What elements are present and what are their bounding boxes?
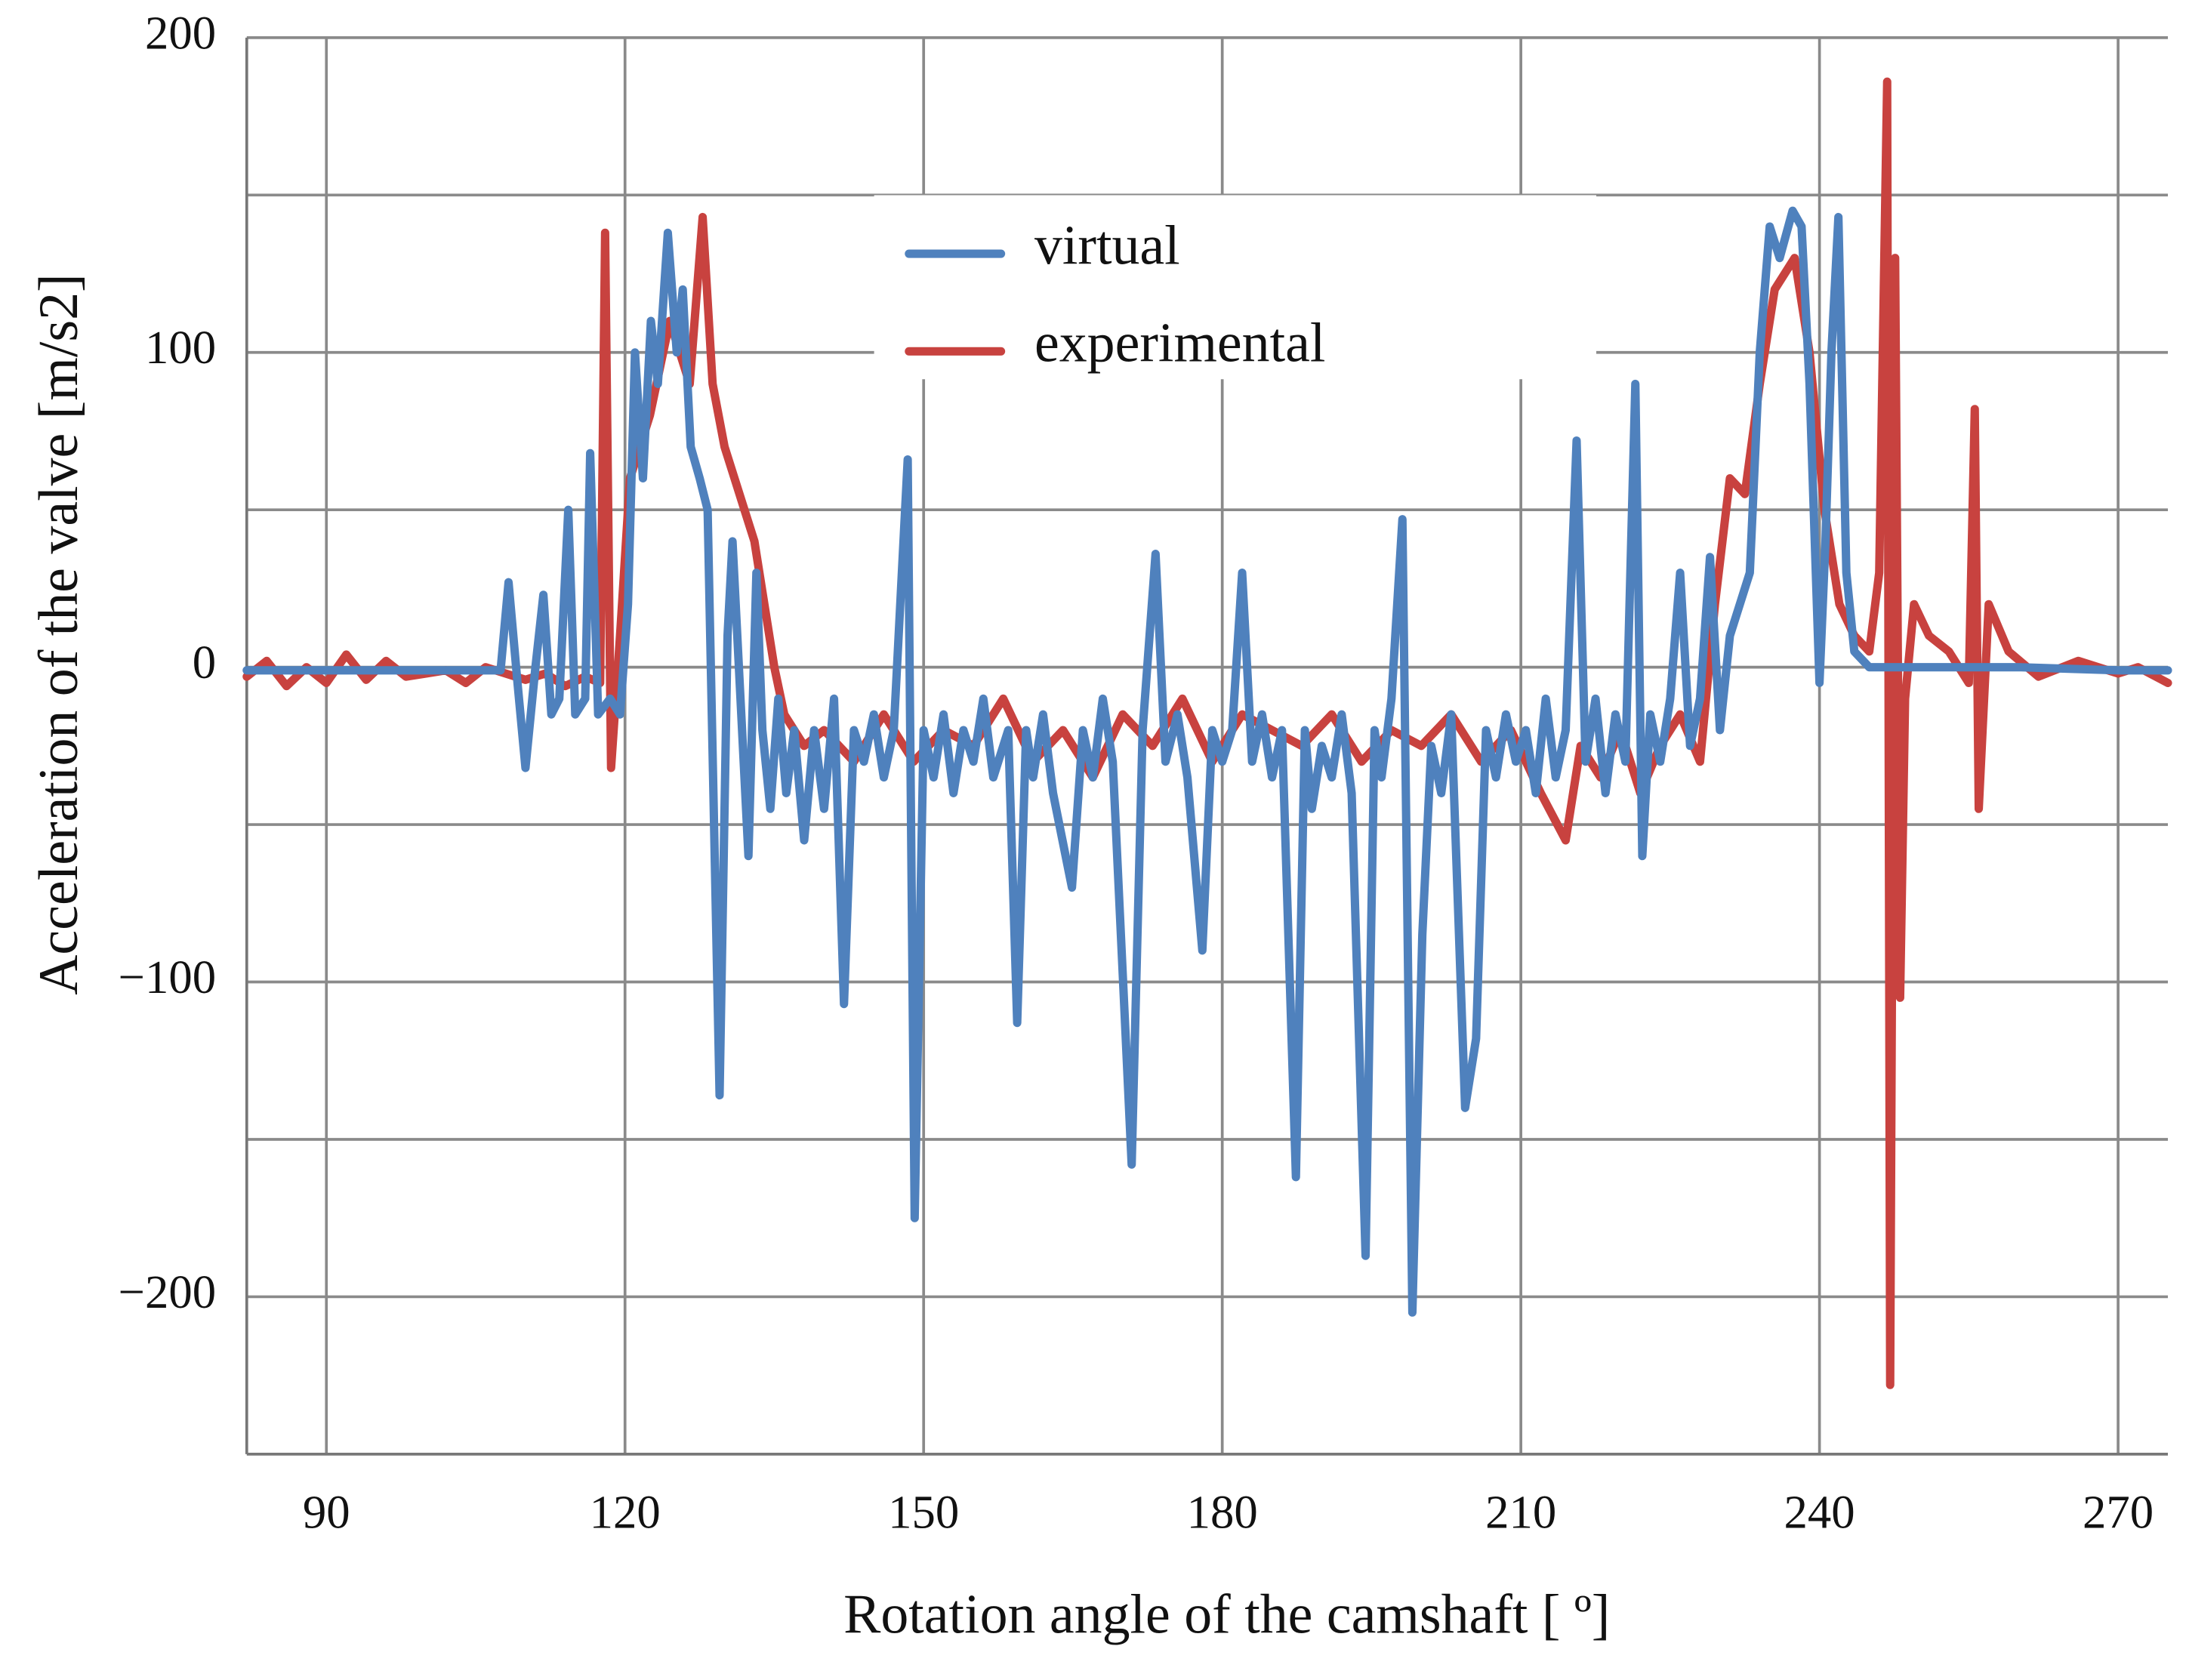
x-axis-title: Rotation angle of the camshaft [ º] bbox=[843, 1583, 1610, 1645]
x-tick-label: 210 bbox=[1485, 1485, 1556, 1538]
x-tick-label: 150 bbox=[888, 1485, 959, 1538]
y-axis-title: Acceleration of the valve [m/s2] bbox=[27, 273, 89, 995]
x-tick-label: 180 bbox=[1187, 1485, 1258, 1538]
series-line bbox=[242, 206, 2172, 1317]
x-tick-label: 270 bbox=[2083, 1485, 2154, 1538]
x-tick-label: 240 bbox=[1784, 1485, 1855, 1538]
legend-label: virtual bbox=[1034, 214, 1180, 276]
x-tick-label: 120 bbox=[590, 1485, 661, 1538]
y-tick-label: 100 bbox=[145, 321, 216, 374]
y-tick-label: 200 bbox=[145, 6, 216, 59]
y-tick-label: 0 bbox=[193, 636, 216, 689]
y-tick-label: −100 bbox=[119, 951, 217, 1003]
y-tick-label: −200 bbox=[119, 1265, 217, 1318]
legend-label: experimental bbox=[1034, 312, 1325, 374]
x-tick-label: 90 bbox=[303, 1485, 350, 1538]
